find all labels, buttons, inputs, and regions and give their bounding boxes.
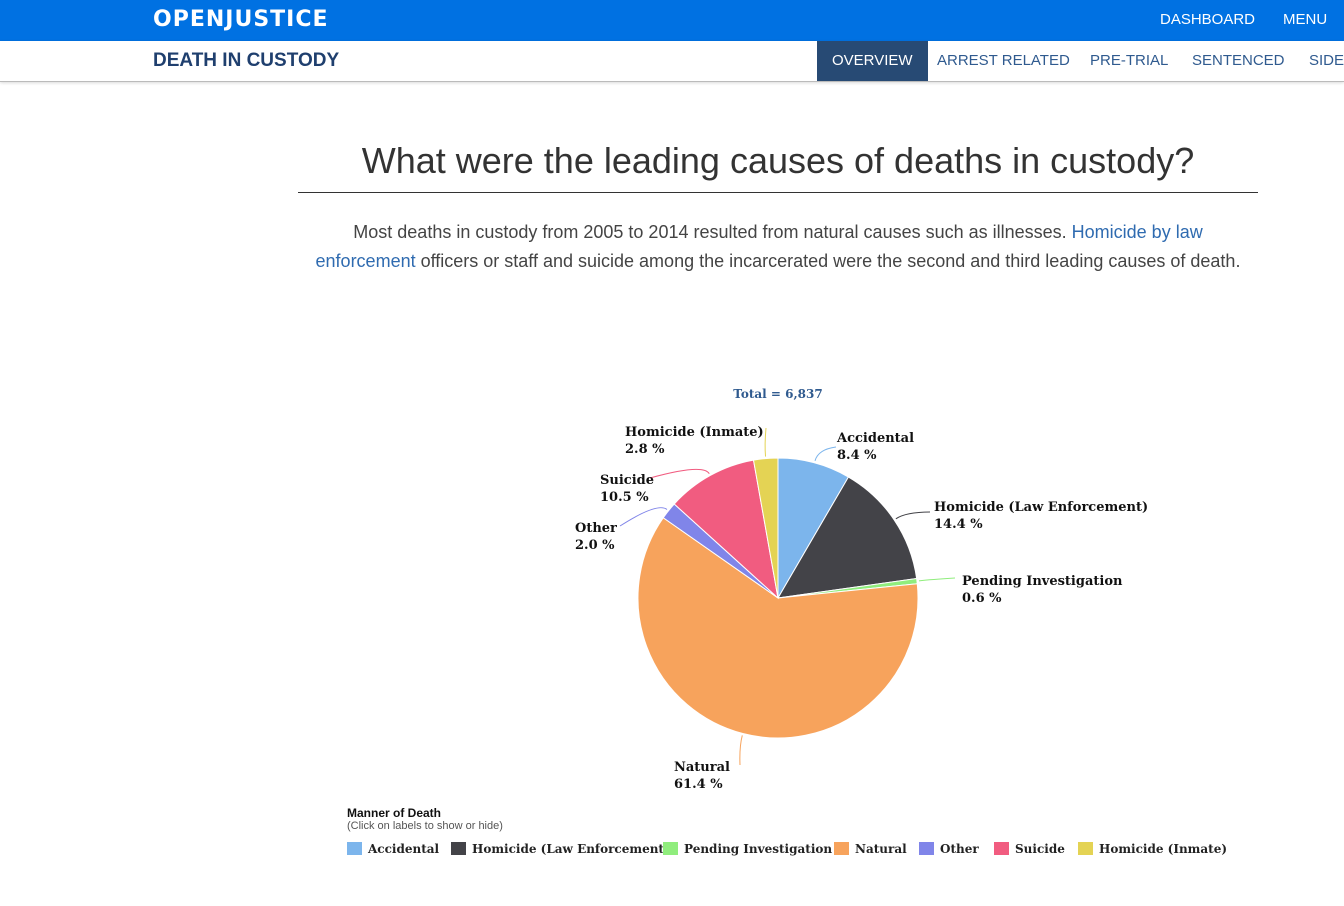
- connector-homicide-inmate: [764, 427, 767, 457]
- slice-label-homicide-inmate: Homicide (Inmate) 2.8 %: [625, 424, 764, 458]
- connector-suicide: [649, 468, 710, 479]
- legend-subtitle: (Click on labels to show or hide): [347, 820, 503, 832]
- slice-label-name: Natural: [674, 760, 730, 775]
- legend-item-suicide[interactable]: Suicide: [994, 842, 1065, 856]
- legend-label: Homicide (Law Enforcement): [472, 842, 670, 856]
- heading-divider: [298, 192, 1258, 193]
- slice-label-name: Homicide (Inmate): [625, 425, 764, 440]
- slice-label-value: 10.5 %: [600, 490, 649, 505]
- slice-label-other: Other 2.0 %: [575, 520, 617, 554]
- legend-item-natural[interactable]: Natural: [834, 842, 907, 856]
- dashboard-link[interactable]: DASHBOARD: [1160, 11, 1256, 28]
- menu-link[interactable]: MENU: [1283, 11, 1328, 28]
- pie-slice-homicide-inmate[interactable]: [752, 457, 779, 599]
- legend-label: Natural: [855, 842, 907, 856]
- legend-title: Manner of Death: [347, 806, 442, 820]
- legend-item-homicide-inmate[interactable]: Homicide (Inmate): [1078, 842, 1227, 856]
- legend-item-homicide-law-enforcement[interactable]: Homicide (Law Enforcement): [451, 842, 670, 856]
- slice-label-natural: Natural 61.4 %: [674, 759, 730, 793]
- legend-swatch: [1078, 842, 1093, 855]
- legend-label: Other: [940, 842, 979, 856]
- connector-accidental: [814, 446, 837, 462]
- sub-navigation: [0, 41, 1344, 82]
- slice-label-name: Accidental: [837, 431, 915, 446]
- legend-item-accidental[interactable]: Accidental: [347, 842, 439, 856]
- lede-text-start: Most deaths in custody from 2005 to 2014…: [353, 222, 1072, 242]
- page-heading: What were the leading causes of deaths i…: [361, 140, 1195, 181]
- slice-label-name: Homicide (Law Enforcement): [934, 500, 1149, 515]
- pie-slice-suicide[interactable]: [673, 459, 779, 600]
- slice-label-value: 2.8 %: [625, 442, 665, 457]
- pie-slice-natural[interactable]: [637, 517, 919, 739]
- tab-side[interactable]: SIDE-: [1309, 52, 1344, 69]
- legend-swatch: [919, 842, 934, 855]
- slice-label-value: 2.0 %: [575, 538, 615, 553]
- lede-paragraph: Most deaths in custody from 2005 to 2014…: [305, 218, 1251, 276]
- openjustice-logo[interactable]: OPENJUSTICE: [153, 7, 329, 32]
- homicide-law-enforcement-link[interactable]: Homicide by law enforcement: [315, 222, 1203, 271]
- slice-label-value: 8.4 %: [837, 448, 877, 463]
- legend-swatch: [834, 842, 849, 855]
- connector-pending-investigation: [918, 577, 956, 582]
- slice-label-value: 0.6 %: [962, 591, 1002, 606]
- section-title: DEATH IN CUSTODY: [153, 50, 340, 71]
- top-bar: OPENJUSTICE DASHBOARD MENU: [0, 0, 1344, 41]
- lede-text-end: officers or staff and suicide among the …: [415, 251, 1241, 271]
- legend-swatch: [663, 842, 678, 855]
- connector-other: [619, 507, 668, 527]
- tab-arrest-related[interactable]: ARREST RELATED: [937, 52, 1070, 69]
- legend-swatch: [451, 842, 466, 855]
- slice-label-name: Pending Investigation: [962, 574, 1123, 589]
- connector-homicide-law-enforcement: [895, 511, 931, 520]
- connector-natural: [739, 735, 743, 766]
- legend-label: Accidental: [368, 842, 440, 856]
- slice-label-pending-investigation: Pending Investigation 0.6 %: [962, 573, 1122, 607]
- legend-swatch: [994, 842, 1009, 855]
- tab-pre-trial[interactable]: PRE-TRIAL: [1090, 52, 1169, 69]
- chart-title: Total = 6,837: [733, 387, 823, 401]
- legend-swatch: [347, 842, 362, 855]
- slice-label-name: Other: [575, 521, 617, 536]
- tab-sentenced[interactable]: SENTENCED: [1192, 52, 1285, 69]
- tab-overview[interactable]: OVERVIEW: [817, 41, 928, 81]
- slice-label-homicide-law-enforcement: Homicide (Law Enforcement) 14.4 %: [934, 499, 1148, 533]
- slice-label-suicide: Suicide 10.5 %: [600, 472, 654, 506]
- pie-slice-homicide-law-enforcement[interactable]: [777, 476, 918, 599]
- legend-item-other[interactable]: Other: [919, 842, 979, 856]
- legend-item-pending-investigation[interactable]: Pending Investigation: [663, 842, 832, 856]
- legend-label: Homicide (Inmate): [1099, 842, 1228, 856]
- legend-label: Pending Investigation: [684, 842, 833, 856]
- slice-label-value: 61.4 %: [674, 777, 723, 792]
- legend-label: Suicide: [1015, 842, 1065, 856]
- slice-label-name: Suicide: [600, 473, 654, 488]
- slice-label-value: 14.4 %: [934, 517, 983, 532]
- slice-label-accidental: Accidental 8.4 %: [837, 430, 914, 464]
